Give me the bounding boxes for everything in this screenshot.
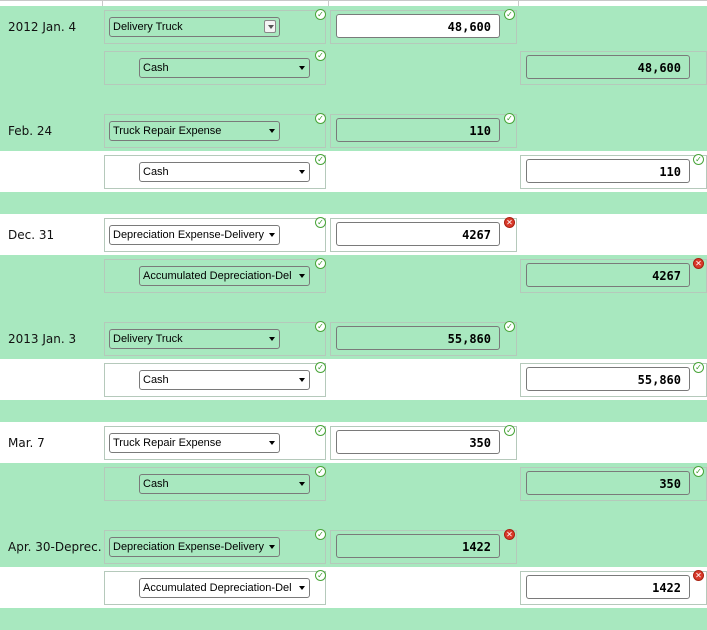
chevron-down-icon [299, 66, 305, 70]
journal-debit-row: Feb. 24 Truck Repair Expense ✓ 110 ✓ [0, 110, 707, 151]
journal-credit-row: Cash ✓ 55,860 ✓ [0, 359, 707, 400]
account-check-icon: ✓ [315, 362, 326, 373]
account-check-icon: ✓ [315, 321, 326, 332]
chevron-down-icon [269, 545, 275, 549]
credit-account-select[interactable]: Accumulated Depreciation-Del [139, 578, 310, 598]
entry-date: 2013 Jan. 3 [8, 332, 77, 346]
account-check-icon: ✓ [315, 50, 326, 61]
journal-debit-row: Apr. 30-Deprec. Depreciation Expense-Deli… [0, 526, 707, 567]
account-check-icon: ✓ [315, 529, 326, 540]
account-check-icon: ✓ [315, 466, 326, 477]
amount-check-icon: ✓ [693, 466, 704, 477]
credit-account-value: Cash [143, 62, 169, 74]
amount-check-icon: ✓ [504, 9, 515, 20]
journal-credit-row: Cash ✓ 350 ✓ [0, 463, 707, 504]
column-divider [102, 1, 103, 7]
credit-account-select[interactable]: Accumulated Depreciation-Del [139, 266, 310, 286]
chevron-down-icon [299, 378, 305, 382]
entry-separator [0, 504, 707, 526]
account-check-icon: ✓ [315, 113, 326, 124]
amount-check-icon: ✓ [693, 154, 704, 165]
debit-account-select[interactable]: Truck Repair Expense [109, 433, 280, 453]
debit-account-select[interactable]: Depreciation Expense-Delivery [109, 225, 280, 245]
debit-amount-input[interactable]: 4267 [336, 222, 500, 246]
chevron-down-icon [269, 129, 275, 133]
account-check-icon: ✓ [315, 258, 326, 269]
credit-account-select[interactable]: Cash [139, 58, 310, 78]
debit-account-select[interactable]: Delivery Truck [109, 329, 280, 349]
chevron-down-icon [269, 233, 275, 237]
chevron-down-icon [299, 170, 305, 174]
entry-date: Apr. 30-Deprec. [8, 540, 102, 554]
chevron-down-icon [299, 274, 305, 278]
entry-separator [0, 88, 707, 110]
entry-date: 2012 Jan. 4 [8, 20, 77, 34]
credit-amount-input[interactable]: 48,600 [526, 55, 690, 79]
debit-account-value: Depreciation Expense-Delivery [113, 541, 265, 553]
entry-separator [0, 400, 707, 422]
journal-debit-row: 2012 Jan. 4 Delivery Truck ✓ 48,600 ✓ [0, 6, 707, 47]
credit-account-select[interactable]: Cash [139, 474, 310, 494]
chevron-down-icon [264, 20, 276, 33]
amount-error-icon: ✕ [504, 529, 515, 540]
journal-debit-row: Dec. 31 Depreciation Expense-Delivery ✓ 426… [0, 214, 707, 255]
chevron-down-icon [269, 337, 275, 341]
credit-amount-input[interactable]: 350 [526, 471, 690, 495]
credit-account-value: Cash [143, 166, 169, 178]
credit-account-value: Cash [143, 374, 169, 386]
account-check-icon: ✓ [315, 570, 326, 581]
credit-amount-input[interactable]: 110 [526, 159, 690, 183]
journal-credit-row: Accumulated Depreciation-Del ✓ 1422 ✕ [0, 567, 707, 608]
entry-date: Mar. 7 [8, 436, 45, 450]
account-check-icon: ✓ [315, 9, 326, 20]
journal-credit-row: Cash ✓ 110 ✓ [0, 151, 707, 192]
debit-amount-input[interactable]: 350 [336, 430, 500, 454]
entry-date: Dec. 31 [8, 228, 55, 242]
debit-account-value: Delivery Truck [113, 333, 183, 345]
account-check-icon: ✓ [315, 154, 326, 165]
journal-credit-row: Cash ✓ 48,600 [0, 47, 707, 88]
credit-amount-input[interactable]: 4267 [526, 263, 690, 287]
chevron-down-icon [299, 586, 305, 590]
debit-account-select[interactable]: Truck Repair Expense [109, 121, 280, 141]
debit-amount-input[interactable]: 1422 [336, 534, 500, 558]
debit-account-value: Truck Repair Expense [113, 125, 222, 137]
debit-account-value: Truck Repair Expense [113, 437, 222, 449]
journal-debit-row: Mar. 7 Truck Repair Expense ✓ 350 ✓ [0, 422, 707, 463]
debit-account-value: Delivery Truck [113, 21, 183, 33]
column-divider [328, 1, 329, 7]
credit-account-value: Cash [143, 478, 169, 490]
debit-account-select[interactable]: Delivery Truck [109, 17, 280, 37]
entry-separator [0, 608, 707, 630]
amount-check-icon: ✓ [504, 113, 515, 124]
credit-account-value: Accumulated Depreciation-Del [143, 582, 292, 594]
amount-error-icon: ✕ [693, 570, 704, 581]
amount-check-icon: ✓ [693, 362, 704, 373]
amount-check-icon: ✓ [504, 425, 515, 436]
account-check-icon: ✓ [315, 217, 326, 228]
debit-account-select[interactable]: Depreciation Expense-Delivery [109, 537, 280, 557]
amount-check-icon: ✓ [504, 321, 515, 332]
entry-date: Feb. 24 [8, 124, 53, 138]
entry-separator [0, 192, 707, 214]
debit-account-value: Depreciation Expense-Delivery [113, 229, 265, 241]
journal-credit-row: Accumulated Depreciation-Del ✓ 4267 ✕ [0, 255, 707, 296]
credit-account-select[interactable]: Cash [139, 162, 310, 182]
debit-amount-input[interactable]: 55,860 [336, 326, 500, 350]
credit-amount-input[interactable]: 1422 [526, 575, 690, 599]
table-top-border [0, 0, 707, 7]
credit-amount-input[interactable]: 55,860 [526, 367, 690, 391]
chevron-down-icon [269, 441, 275, 445]
debit-amount-input[interactable]: 110 [336, 118, 500, 142]
credit-account-select[interactable]: Cash [139, 370, 310, 390]
chevron-down-icon [299, 482, 305, 486]
journal-debit-row: 2013 Jan. 3 Delivery Truck ✓ 55,860 ✓ [0, 318, 707, 359]
entry-separator [0, 296, 707, 318]
credit-account-value: Accumulated Depreciation-Del [143, 270, 292, 282]
amount-error-icon: ✕ [504, 217, 515, 228]
amount-error-icon: ✕ [693, 258, 704, 269]
account-check-icon: ✓ [315, 425, 326, 436]
column-divider [518, 1, 519, 7]
debit-amount-input[interactable]: 48,600 [336, 14, 500, 38]
